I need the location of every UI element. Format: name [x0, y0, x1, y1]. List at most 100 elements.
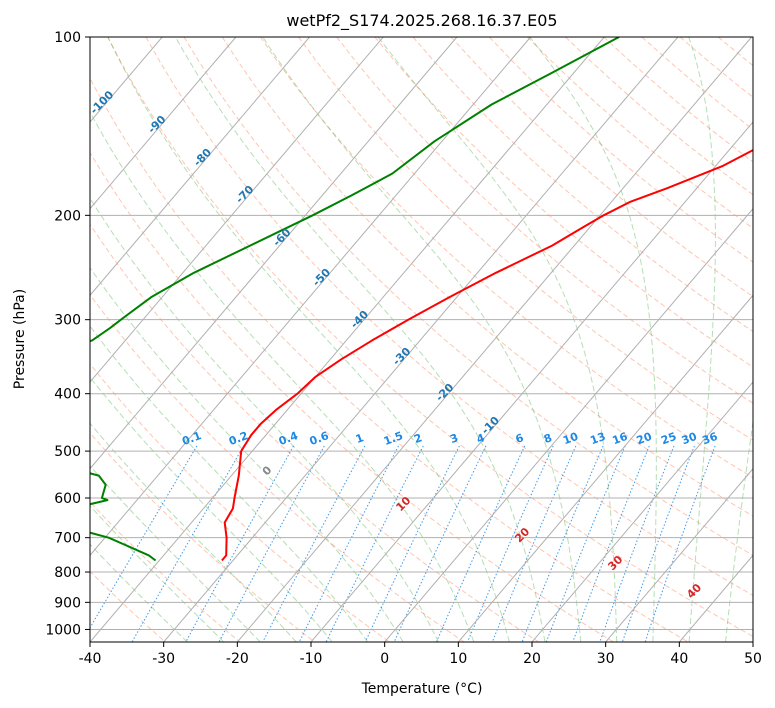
- mixing-ratio-line: [545, 445, 626, 642]
- mixing-ratio-line: [435, 445, 526, 642]
- mixing-ratio-label: 1: [354, 431, 366, 446]
- dry-adiabat-line: [145, 37, 753, 597]
- moist-adiabat-line: [90, 110, 475, 642]
- y-tick-label: 400: [54, 387, 81, 403]
- x-tick-label: -20: [226, 651, 249, 667]
- isotherm-gridline: [531, 381, 753, 642]
- moist-adiabat-line: [262, 37, 582, 642]
- y-tick-label: 100: [54, 30, 81, 46]
- dry-adiabat-line: [374, 37, 753, 368]
- isotherm-gridline: [605, 467, 753, 642]
- plot-frame: [89, 36, 754, 643]
- mixing-ratio-label: 2: [412, 431, 424, 446]
- mixing-ratio-lines: [90, 445, 716, 642]
- moist-adiabat-line: [90, 464, 261, 642]
- mixing-ratio-label: 0.1: [180, 429, 203, 448]
- mixing-ratio-line: [325, 445, 424, 642]
- dry-adiabat-line: [336, 37, 753, 404]
- dry-adiabat-line: [90, 501, 241, 642]
- grid-lines: [90, 37, 753, 642]
- x-tick-label: -40: [79, 651, 102, 667]
- isotherm-gridline: [310, 121, 753, 642]
- mixing-ratio-label: 0.6: [308, 429, 331, 448]
- x-tick-label: -10: [300, 651, 323, 667]
- mixing-ratio-label: 16: [611, 430, 630, 448]
- moist-adiabat-line: [529, 37, 657, 642]
- x-tick-label: 0: [380, 651, 389, 667]
- moist-adiabat-line: [725, 418, 753, 642]
- moist-adiabat-line: [688, 37, 716, 642]
- moist-adiabat-line: [90, 422, 297, 642]
- mixing-ratio-label: 1.5: [382, 429, 405, 448]
- x-tick-label: 20: [523, 651, 541, 667]
- mixing-ratio-line: [467, 445, 554, 642]
- mixing-ratio-label: 20: [635, 430, 654, 448]
- chart-title: wetPf2_S174.2025.268.16.37.E05: [286, 11, 557, 31]
- mixing-ratio-label: 30: [680, 430, 699, 448]
- dewpoint-profile-line: [90, 37, 620, 562]
- mixing-ratio-line: [644, 445, 716, 642]
- x-tick-label: 50: [744, 651, 762, 667]
- x-axis-title: Temperature (°C): [361, 681, 483, 697]
- dry-adiabat-line: [221, 37, 753, 517]
- moist-adiabat-line: [90, 376, 333, 642]
- isotherm-gridline: [457, 294, 753, 642]
- y-tick-label: 800: [54, 565, 81, 581]
- dry-adiabats: [90, 37, 753, 642]
- moist-adiabat-line: [107, 37, 510, 642]
- y-tick-label: 600: [54, 491, 81, 507]
- mixing-ratio-label: 10: [561, 430, 580, 448]
- mixing-ratio-line: [298, 445, 399, 642]
- mixing-ratio-label: 13: [588, 430, 607, 447]
- isotherm-gridline: [90, 37, 237, 210]
- y-tick-label: 1000: [45, 622, 81, 638]
- y-tick-label: 700: [54, 531, 81, 547]
- moist-adiabat-line: [377, 37, 618, 642]
- dry-adiabat-line: [90, 432, 316, 642]
- mixing-ratio-line: [185, 445, 294, 642]
- axes: -40 -30 -20 -10 0 10 20 30 40 5010020030040050060…: [45, 30, 762, 667]
- isotherm-gridline: [384, 207, 753, 642]
- dry-adiabat-line: [450, 37, 753, 298]
- mixing-ratio-label: 25: [659, 430, 678, 447]
- dry-adiabat-line: [90, 293, 465, 642]
- x-tick-label: -30: [152, 651, 175, 667]
- x-tick-label: 40: [670, 651, 688, 667]
- y-tick-label: 500: [54, 444, 81, 460]
- mixing-ratio-line: [364, 445, 460, 642]
- x-tick-label: 10: [449, 651, 467, 667]
- moist-adiabats: [90, 37, 753, 642]
- mixing-ratio-label: 4: [475, 431, 487, 446]
- mixing-ratio-label: 8: [542, 431, 554, 446]
- moist-adiabat-line: [90, 197, 439, 642]
- mixing-ratio-label: 36: [701, 430, 720, 448]
- dry-adiabat-line: [412, 37, 753, 333]
- y-tick-label: 200: [54, 208, 81, 224]
- isotherm-gridline: [236, 37, 752, 642]
- moist-adiabat-line: [90, 266, 404, 642]
- dry-adiabat-line: [90, 223, 540, 642]
- dry-adiabat-line: [298, 37, 753, 441]
- isotherm-gridline: [163, 37, 679, 642]
- dry-adiabat-line: [107, 37, 753, 638]
- isotherm-gridline: [90, 37, 605, 642]
- y-tick-label: 900: [54, 595, 81, 611]
- mixing-ratio-line: [131, 445, 245, 642]
- plot-area: -100-90-80-70-60-50-40-30-20-100.1 0.2 0.4…: [90, 37, 753, 642]
- y-axis-title: Pressure (hPa): [12, 289, 28, 389]
- y-tick-label: 300: [54, 313, 81, 329]
- mixing-ratio-label: 6: [514, 431, 526, 446]
- mixing-ratio-label: 0.4: [277, 429, 300, 448]
- mixing-ratio-label: 0.2: [227, 429, 250, 448]
- dry-adiabat-line: [183, 37, 753, 556]
- mixing-ratio-line: [491, 445, 577, 642]
- isotherm-gridline: [90, 37, 458, 470]
- temperature-profile-line: [221, 148, 753, 562]
- sounding-profiles: [90, 37, 753, 562]
- isotherm-gridline: [90, 37, 531, 557]
- mixing-ratio-line: [90, 445, 198, 629]
- isotherm-gridline: [90, 37, 384, 383]
- mixing-ratio-label: 3: [448, 431, 460, 446]
- moist-adiabat-line: [90, 505, 225, 642]
